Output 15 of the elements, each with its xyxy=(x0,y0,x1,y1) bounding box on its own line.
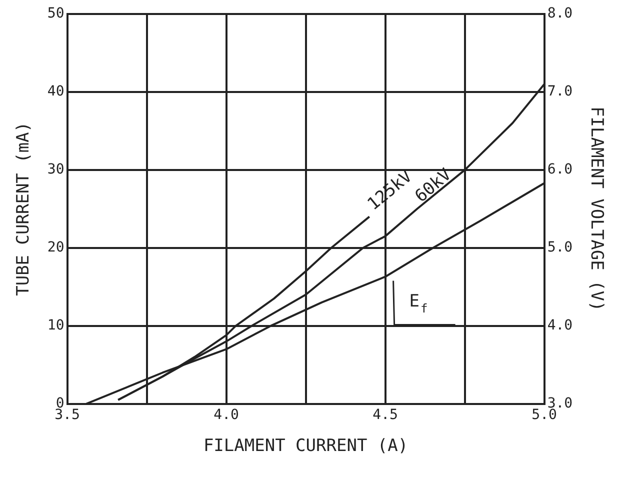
y2-tick-label: 5.0 xyxy=(547,240,573,256)
y2-tick-label: 7.0 xyxy=(547,84,573,100)
y-tick-label: 40 xyxy=(47,84,64,100)
x-axis-title: FILAMENT CURRENT (A) xyxy=(203,436,408,456)
y-axis-title: TUBE CURRENT (mA) xyxy=(14,122,34,296)
y-tick-label: 50 xyxy=(47,6,64,22)
y2-axis-title: FILAMENT VOLTAGE (V) xyxy=(586,106,606,312)
y-tick-label: 10 xyxy=(47,317,64,334)
y2-tick-label: 4.0 xyxy=(547,317,573,334)
x-tick-label: 4.5 xyxy=(372,406,398,423)
y-tick-label: 20 xyxy=(47,240,64,256)
y-tick-label: 30 xyxy=(47,162,64,178)
y2-tick-label: 6.0 xyxy=(547,162,573,178)
x-tick-label: 4.0 xyxy=(214,406,239,423)
y2-tick-label: 8.0 xyxy=(547,6,573,22)
